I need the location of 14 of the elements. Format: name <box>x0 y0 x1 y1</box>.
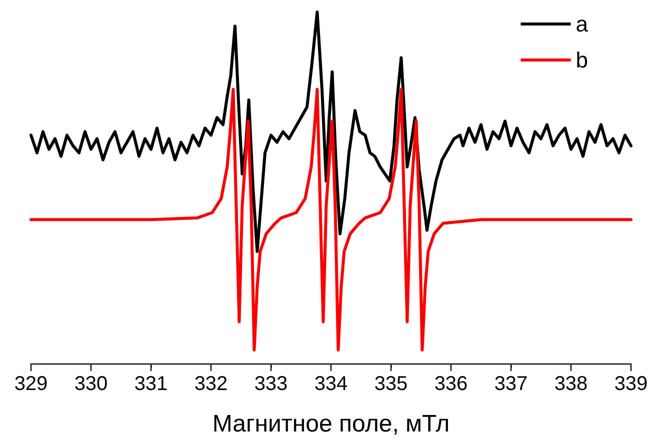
x-tick-label: 339 <box>614 373 648 395</box>
legend-label: b <box>576 48 588 72</box>
x-tick-label: 329 <box>14 373 48 395</box>
x-tick-label: 334 <box>314 373 348 395</box>
x-tick-label: 330 <box>74 373 108 395</box>
x-axis-title: Магнитное поле, мТл <box>212 410 450 438</box>
x-tick-label: 336 <box>434 373 468 395</box>
x-tick-label: 332 <box>194 373 228 395</box>
x-tick-label: 331 <box>134 373 168 395</box>
x-tick-label: 335 <box>374 373 408 395</box>
x-tick-label: 337 <box>494 373 528 395</box>
x-tick-label: 333 <box>254 373 288 395</box>
legend-label: a <box>576 12 589 36</box>
x-tick-label: 338 <box>554 373 588 395</box>
